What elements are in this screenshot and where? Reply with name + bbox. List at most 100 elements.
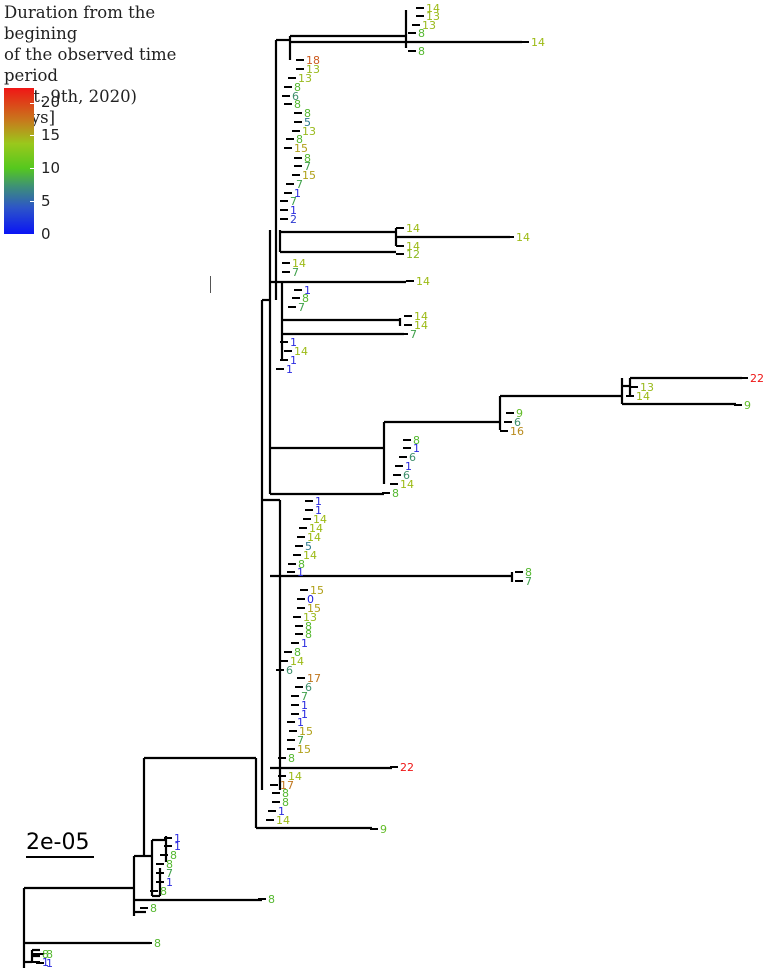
- tip-label: 7: [296, 178, 303, 191]
- colorbar-tick-label: 10: [41, 159, 61, 177]
- tip-label: 6: [305, 681, 312, 694]
- tip-label: 14: [290, 655, 304, 668]
- tip-label: 15: [310, 584, 324, 597]
- tip-label: 1: [301, 699, 308, 712]
- tip-label: 9: [744, 399, 751, 412]
- tip-label: 7: [525, 575, 532, 588]
- tip-label: 8: [46, 948, 53, 961]
- tip-label: 15: [297, 743, 311, 756]
- tip-label: 8: [42, 948, 49, 961]
- tip-label: 13: [426, 10, 440, 23]
- tip-label: 1: [304, 284, 311, 297]
- tip-label: 22: [750, 372, 764, 385]
- colorbar-tick-label: 0: [41, 225, 51, 243]
- colorbar-tick-label: 5: [41, 192, 51, 210]
- tip-label: 8: [282, 796, 289, 809]
- tip-label: 8: [294, 98, 301, 111]
- tip-label: 7: [292, 266, 299, 279]
- tick-mark: [210, 276, 211, 293]
- scale-bar-label: 2e-05: [26, 830, 90, 855]
- tip-label: 16: [510, 425, 524, 438]
- tip-label: 8: [296, 133, 303, 146]
- tip-label: 13: [306, 63, 320, 76]
- tip-label: 7: [410, 328, 417, 341]
- tip-label: 1: [42, 956, 49, 968]
- tip-label: 6: [514, 416, 521, 429]
- tip-label: 1: [301, 708, 308, 721]
- tip-label: 1: [46, 957, 53, 968]
- tip-label: 8: [525, 566, 532, 579]
- tip-label: 1: [286, 363, 293, 376]
- legend-title-line: Duration from the begining: [4, 3, 156, 43]
- tip-label: 7: [297, 734, 304, 747]
- tip-label: 7: [304, 160, 311, 173]
- tip-label: 1: [315, 495, 322, 508]
- tip-label: 8: [392, 487, 399, 500]
- tip-label: 8: [288, 752, 295, 765]
- tip-label: 8: [294, 81, 301, 94]
- tip-label: 14: [303, 549, 317, 562]
- tip-label: 14: [292, 257, 306, 270]
- tip-label: 13: [640, 381, 654, 394]
- tip-label: 8: [268, 893, 275, 906]
- tip-label: 14: [531, 36, 545, 49]
- tip-label: 13: [422, 19, 436, 32]
- tip-label: 17: [307, 672, 321, 685]
- tip-label: 6: [286, 664, 293, 677]
- tip-label: 13: [303, 611, 317, 624]
- tip-label: 5: [304, 116, 311, 129]
- tip-label: 9: [516, 407, 523, 420]
- colorbar-tick-mark: [30, 168, 34, 169]
- tip-label: 1: [166, 876, 173, 889]
- tip-label: 14: [414, 310, 428, 323]
- tip-label: 9: [380, 823, 387, 836]
- tip-label: 8: [166, 858, 173, 871]
- tip-label: 1: [278, 805, 285, 818]
- tip-label: 12: [406, 248, 420, 261]
- tip-label: 14: [426, 2, 440, 15]
- tip-label: 14: [636, 390, 650, 403]
- tip-label: 1: [290, 354, 297, 367]
- tip-label: 8: [154, 937, 161, 950]
- tip-label: 1: [294, 187, 301, 200]
- tip-label: 14: [313, 513, 327, 526]
- legend-title: Duration from the begining of the observ…: [4, 2, 214, 128]
- scale-bar-line: [26, 856, 94, 858]
- tip-label: 8: [298, 558, 305, 571]
- tip-label: 7: [166, 867, 173, 880]
- tip-label: 8: [302, 292, 309, 305]
- tip-label: 5: [305, 540, 312, 553]
- tip-label: 1: [297, 716, 304, 729]
- tip-label: 8: [304, 152, 311, 165]
- tip-label: 14: [276, 814, 290, 827]
- tip-label: 14: [309, 522, 323, 535]
- tip-label: 8: [304, 107, 311, 120]
- tip-label: 8: [294, 646, 301, 659]
- tip-label: 14: [516, 231, 530, 244]
- tip-label: 0: [307, 593, 314, 606]
- tip-label: 7: [298, 301, 305, 314]
- tip-label: 14: [288, 770, 302, 783]
- tip-label: 8: [418, 45, 425, 58]
- tip-label: 15: [302, 169, 316, 182]
- tip-label: 1: [315, 504, 322, 517]
- tip-label: 8: [305, 628, 312, 641]
- tip-label: 18: [306, 54, 320, 67]
- colorbar-tick-label: 15: [41, 126, 61, 144]
- color-scale-bar: [4, 88, 34, 234]
- tip-label: 15: [299, 725, 313, 738]
- tip-label: 2: [290, 213, 297, 226]
- tip-label: 8: [413, 434, 420, 447]
- tip-label: 8: [418, 27, 425, 40]
- tip-label: 13: [302, 125, 316, 138]
- colorbar-tick-mark: [30, 103, 34, 104]
- tip-label: 8: [150, 902, 157, 915]
- legend-title-line: (Oct. 9th, 2020): [4, 87, 137, 106]
- tip-label: 14: [414, 319, 428, 332]
- tip-label: 8: [170, 849, 177, 862]
- tip-label: 1: [290, 204, 297, 217]
- tip-label: 15: [294, 142, 308, 155]
- tip-label: 8: [282, 787, 289, 800]
- colorbar-tick-mark: [30, 201, 34, 202]
